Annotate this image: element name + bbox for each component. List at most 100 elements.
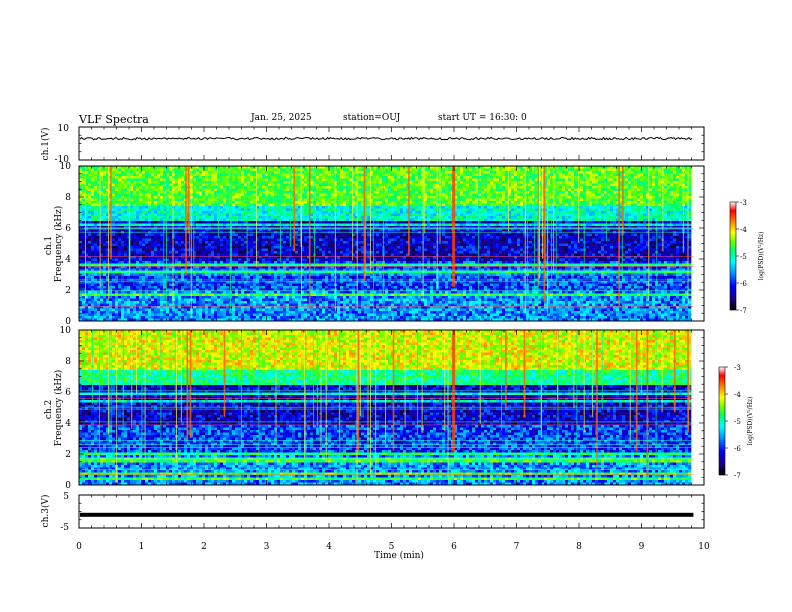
spectrogram-cell	[367, 201, 371, 204]
spectrogram-cell	[403, 218, 407, 222]
spectrogram-cell	[424, 166, 428, 169]
spectrogram-cell	[475, 186, 479, 189]
spectrogram-cell	[424, 216, 428, 219]
spectrogram-cell	[202, 218, 206, 222]
spectrogram-cell	[391, 206, 395, 209]
spectrogram-cell	[310, 191, 314, 194]
spectrogram-cell	[337, 218, 341, 222]
spectrogram-cell	[421, 191, 425, 194]
spectrogram-cell	[430, 223, 434, 227]
spectrogram-cell	[658, 193, 662, 197]
spectrogram-cell	[445, 173, 449, 177]
spectrogram-cell	[199, 181, 203, 184]
spectrogram-cell	[601, 218, 605, 222]
spectrogram-cell	[388, 191, 392, 194]
spectrogram-cell	[115, 173, 119, 177]
spectrogram-cell	[664, 193, 668, 197]
spectrogram-cell	[436, 176, 440, 179]
spectrogram-cell	[397, 221, 401, 224]
spectrogram-cell	[556, 218, 560, 222]
spectrogram-cell	[601, 176, 605, 179]
spectrogram-cell	[421, 173, 425, 177]
spectrogram-cell	[262, 183, 266, 187]
spectrogram-cell	[418, 173, 422, 177]
spectrogram-cell	[613, 188, 617, 192]
spectrogram-cell	[559, 196, 563, 199]
spectrogram-cell	[688, 218, 692, 222]
spectrogram-cell	[673, 208, 677, 212]
spectrogram-cell	[457, 186, 461, 189]
spectrogram-cell	[565, 211, 569, 214]
spectrogram-cell	[151, 181, 155, 184]
spectrogram-cell	[400, 168, 404, 172]
spectrogram-cell	[643, 171, 647, 174]
spectrogram-cell	[448, 203, 452, 207]
spectrogram-cell	[259, 166, 263, 169]
spectrogram-cell	[370, 201, 374, 204]
spectrogram-cell	[232, 166, 236, 169]
spectrogram-cell	[397, 208, 401, 212]
spectrogram-cell	[142, 208, 146, 212]
spectrogram-cell	[370, 221, 374, 224]
spectrogram-cell	[226, 208, 230, 212]
spectrogram-cell	[679, 216, 683, 219]
spectrogram-cell	[328, 213, 332, 217]
spectrogram-cell	[484, 198, 488, 202]
spectrogram-cell	[646, 196, 650, 199]
spectrogram-cell	[220, 176, 224, 179]
spectrogram-cell	[367, 178, 371, 182]
spectrogram-cell	[133, 171, 137, 174]
spectrogram-cell	[421, 218, 425, 222]
spectrogram-cell	[424, 171, 428, 174]
spectrogram-cell	[370, 181, 374, 184]
spectrogram-cell	[508, 168, 512, 172]
spectrogram-cell	[193, 221, 197, 224]
spectrogram-cell	[436, 173, 440, 177]
spectrogram-cell	[508, 213, 512, 217]
spectrogram-cell	[286, 178, 290, 182]
spectrogram-cell	[376, 198, 380, 202]
spectrogram-cell	[589, 203, 593, 207]
spectrogram-cell	[259, 176, 263, 179]
spectrogram-cell	[667, 221, 671, 224]
spectrogram-cell	[157, 191, 161, 194]
spectrogram-cell	[370, 223, 374, 227]
spectrogram-cell	[163, 203, 167, 207]
spectrogram-cell	[628, 186, 632, 189]
spectrogram-cell	[127, 178, 131, 182]
spectrogram-cell	[478, 211, 482, 214]
spectrogram-cell	[688, 211, 692, 214]
spectrogram-cell	[481, 203, 485, 207]
spectrogram-cell	[418, 211, 422, 214]
spectrogram-cell	[493, 186, 497, 189]
spectrogram-cell	[85, 183, 89, 187]
spectrogram-cell	[619, 173, 623, 177]
spectrogram-cell	[415, 216, 419, 219]
spectrogram-cell	[607, 198, 611, 202]
spectrogram-cell	[448, 206, 452, 209]
spectrogram-cell	[415, 196, 419, 199]
spectrogram-cell	[94, 206, 98, 209]
spectrogram-cell	[178, 166, 182, 169]
spectrogram-cell	[322, 211, 326, 214]
spectrogram-cell	[502, 168, 506, 172]
spectrogram-cell	[481, 183, 485, 187]
spectrogram-cell	[337, 223, 341, 227]
spectrogram-cell	[562, 203, 566, 207]
spectrogram-cell	[445, 176, 449, 179]
spectrogram-cell	[499, 188, 503, 192]
spectrogram-cell	[124, 173, 128, 177]
spectrogram-cell	[496, 166, 500, 169]
spectrogram-cell	[139, 176, 143, 179]
spectrogram-cell	[199, 183, 203, 187]
spectrogram-cell	[565, 216, 569, 219]
spectrogram-cell	[181, 168, 185, 172]
spectrogram-cell	[670, 216, 674, 219]
spectrogram-cell	[598, 181, 602, 184]
spectrogram-cell	[637, 178, 641, 182]
spectrogram-cell	[136, 201, 140, 204]
spectrogram-cell	[586, 203, 590, 207]
spectrogram-cell	[358, 186, 362, 189]
spectrogram-cell	[271, 188, 275, 192]
spectrogram-cell	[478, 198, 482, 202]
